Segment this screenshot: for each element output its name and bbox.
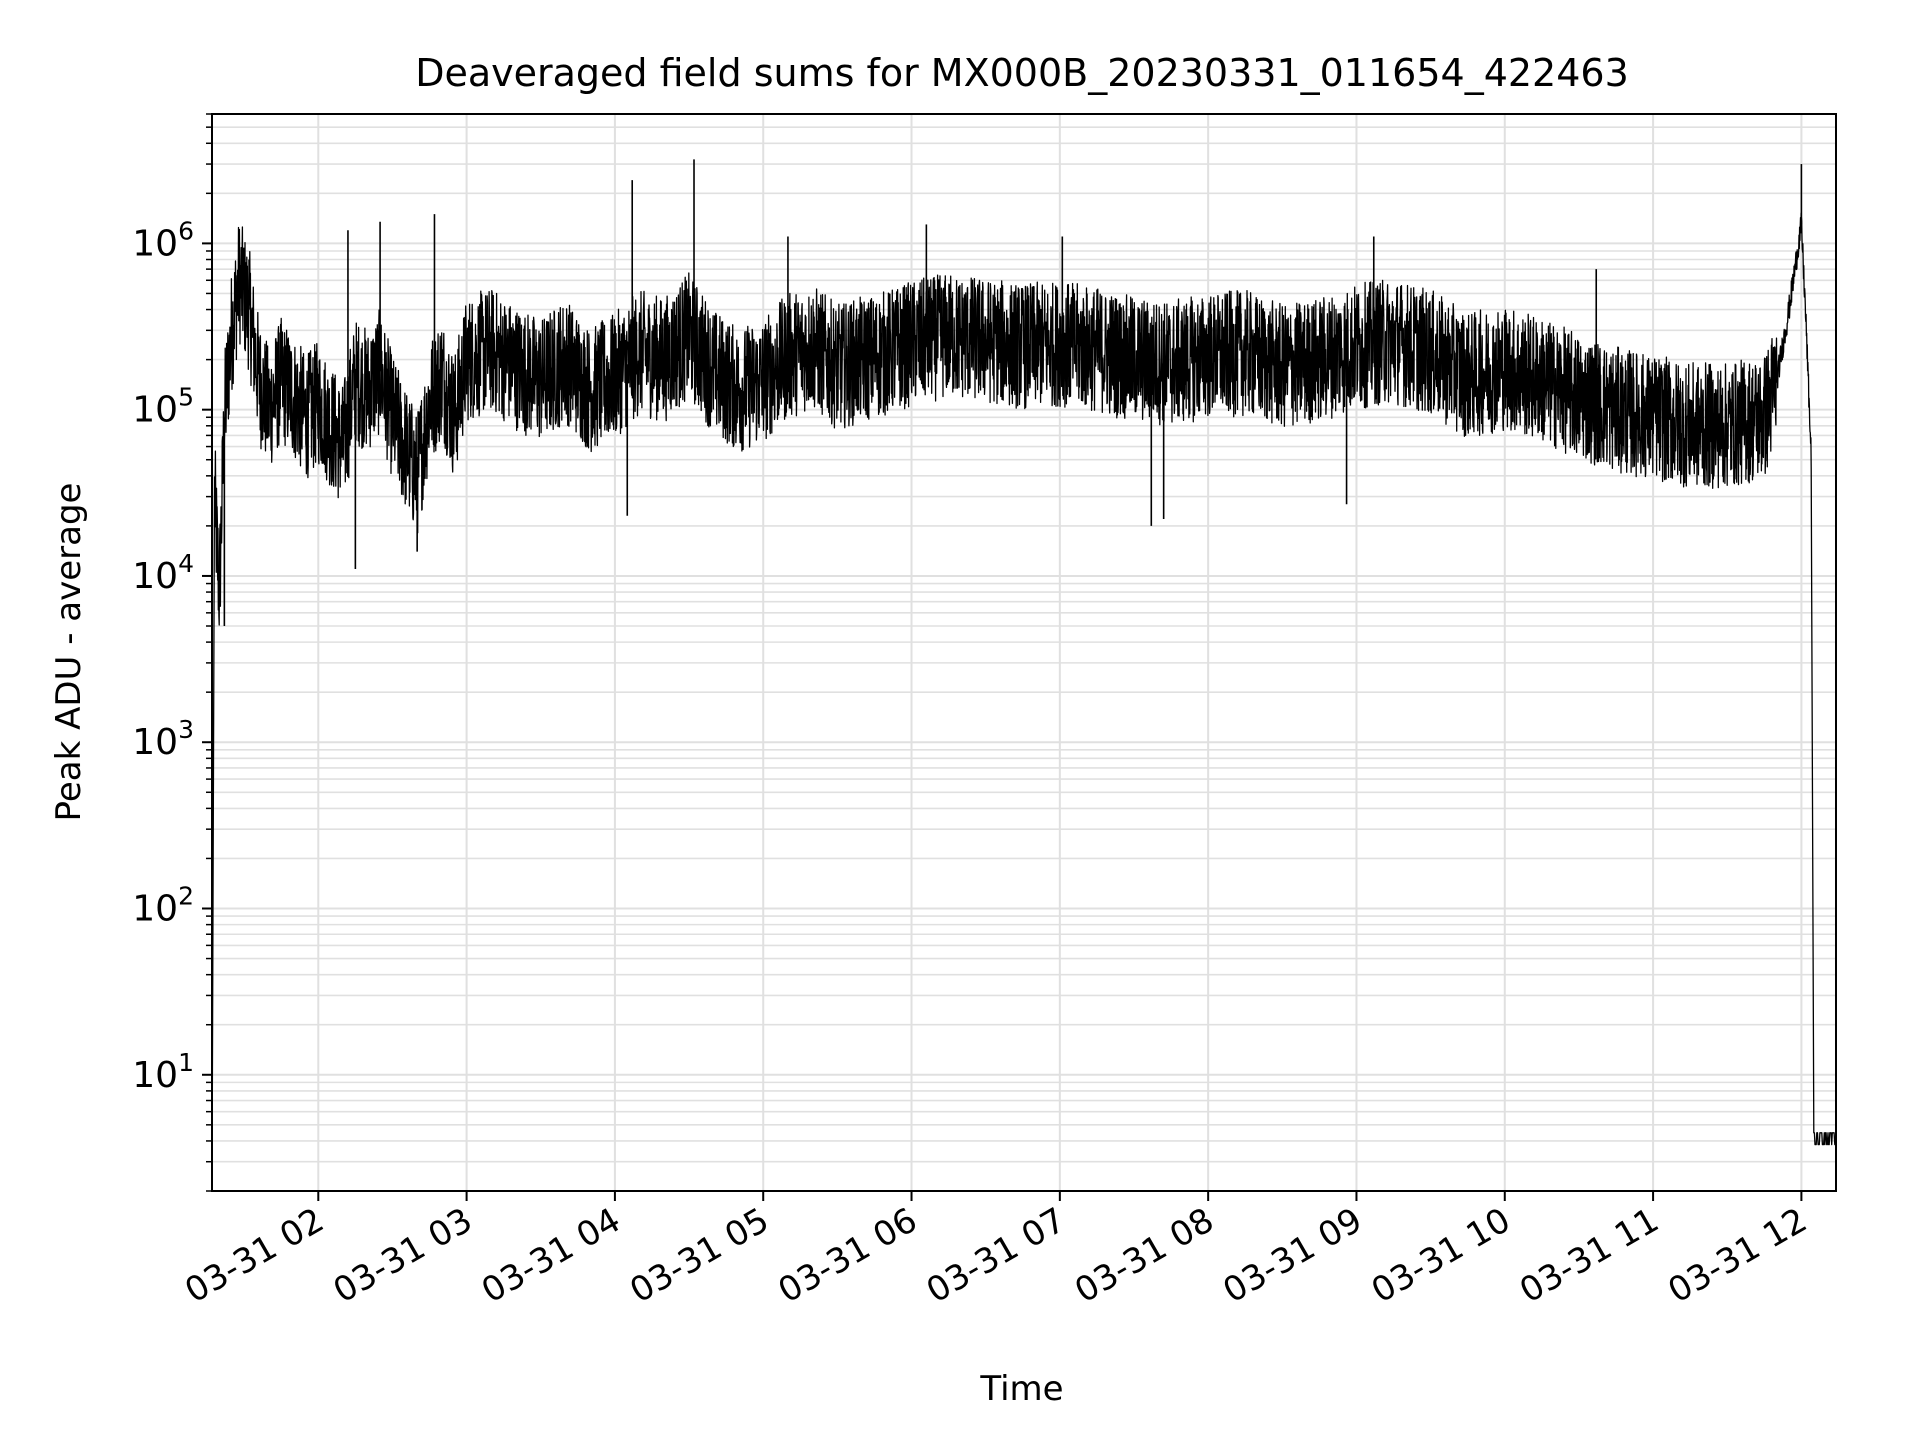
- axes-frame: [211, 113, 1837, 1192]
- x-tick-label: 03-31 09: [1217, 1200, 1369, 1311]
- x-tick-label: 03-31 12: [1662, 1200, 1814, 1311]
- x-tick-label: 03-31 07: [920, 1200, 1072, 1311]
- x-tick-label: 03-31 03: [327, 1200, 479, 1311]
- y-tick-label: 102: [132, 881, 194, 929]
- x-tick-label: 03-31 11: [1513, 1200, 1665, 1311]
- x-tick-label: 03-31 04: [475, 1200, 627, 1311]
- x-tick-label: 03-31 02: [178, 1200, 330, 1311]
- y-axis: 101 102 103 104 105 106: [132, 113, 212, 1192]
- x-tick-label: 03-31 10: [1365, 1200, 1517, 1311]
- series-line: [211, 212, 1837, 1192]
- y-tick-label: 105: [132, 383, 194, 431]
- y-tick-label: 101: [132, 1048, 194, 1096]
- x-tick-label: 03-31 05: [623, 1200, 775, 1311]
- x-tick-label: 03-31 08: [1068, 1200, 1220, 1311]
- y-axis-label: Peak ADU - average: [49, 483, 89, 822]
- y-tick-label: 104: [132, 549, 194, 597]
- x-tick-label: 03-31 06: [772, 1200, 924, 1311]
- plot-area: [211, 159, 1837, 1192]
- x-axis-label: Time: [979, 1369, 1063, 1409]
- grid: [212, 113, 1836, 1192]
- chart-title: Deaveraged field sums for MX000B_2023033…: [415, 51, 1629, 95]
- y-tick-label: 106: [132, 216, 194, 264]
- y-tick-label: 103: [132, 715, 194, 763]
